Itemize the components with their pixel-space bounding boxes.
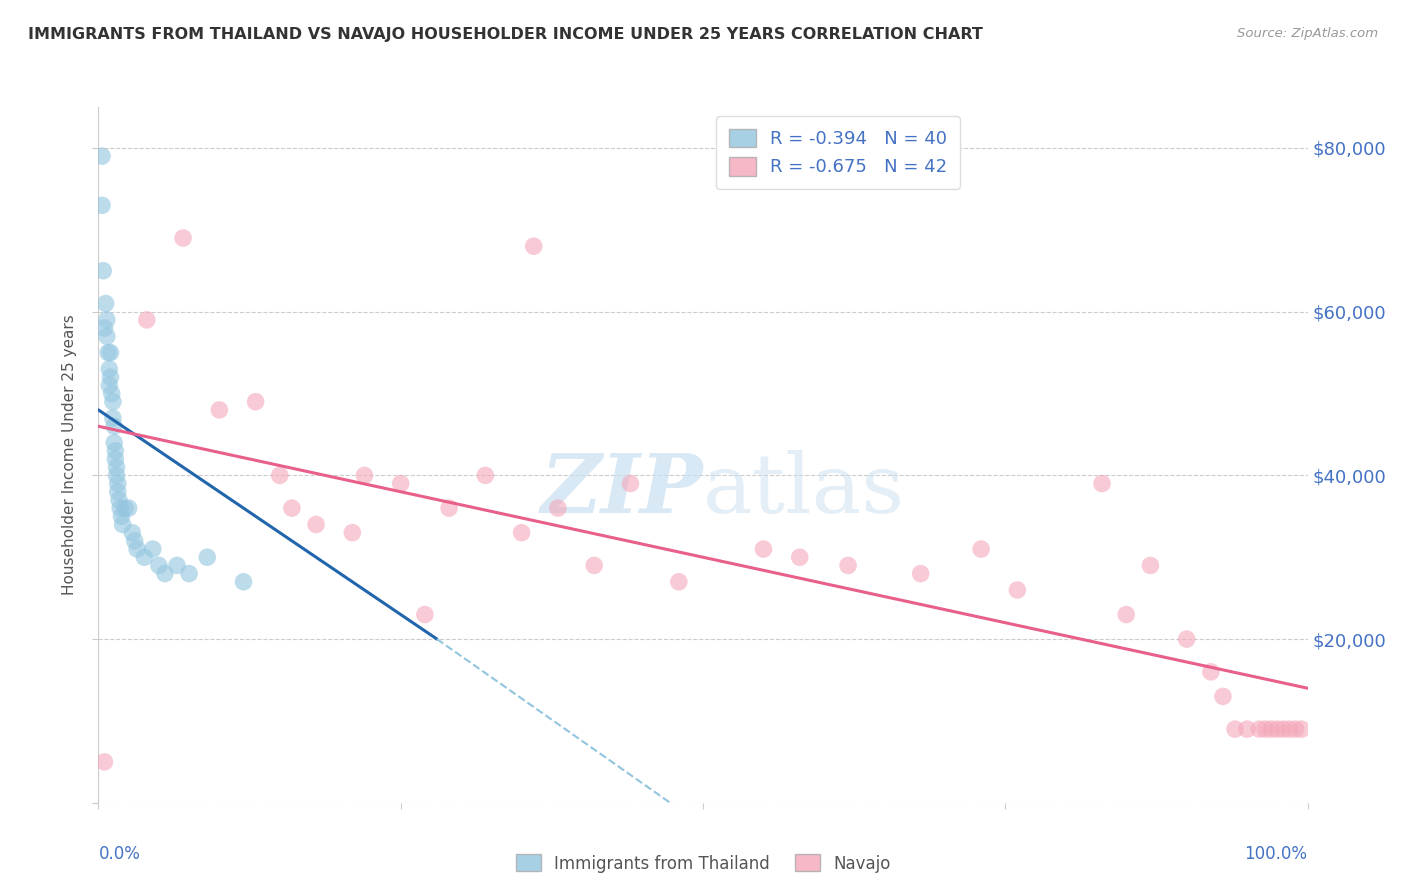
Point bbox=[153, 566, 176, 581]
Point bbox=[1291, 722, 1313, 736]
Point bbox=[1249, 722, 1271, 736]
Point bbox=[101, 394, 124, 409]
Point bbox=[232, 574, 254, 589]
Point bbox=[389, 476, 412, 491]
Text: 100.0%: 100.0% bbox=[1244, 845, 1308, 863]
Point bbox=[1254, 722, 1277, 736]
Point bbox=[583, 558, 606, 573]
Point bbox=[105, 460, 128, 475]
Point bbox=[1212, 690, 1234, 704]
Y-axis label: Householder Income Under 25 years: Householder Income Under 25 years bbox=[62, 315, 77, 595]
Point bbox=[305, 517, 328, 532]
Point bbox=[1091, 476, 1114, 491]
Point bbox=[142, 542, 165, 557]
Point bbox=[104, 452, 127, 467]
Point bbox=[91, 198, 114, 212]
Point bbox=[134, 550, 156, 565]
Point bbox=[523, 239, 546, 253]
Point bbox=[96, 329, 118, 343]
Text: Source: ZipAtlas.com: Source: ZipAtlas.com bbox=[1237, 27, 1378, 40]
Point bbox=[1260, 722, 1282, 736]
Point bbox=[166, 558, 188, 573]
Text: atlas: atlas bbox=[703, 450, 905, 530]
Point bbox=[110, 509, 132, 524]
Legend: R = -0.394   N = 40, R = -0.675   N = 42: R = -0.394 N = 40, R = -0.675 N = 42 bbox=[716, 116, 960, 189]
Text: 0.0%: 0.0% bbox=[98, 845, 141, 863]
Point bbox=[910, 566, 932, 581]
Legend: Immigrants from Thailand, Navajo: Immigrants from Thailand, Navajo bbox=[509, 847, 897, 880]
Point bbox=[93, 755, 115, 769]
Point bbox=[1272, 722, 1295, 736]
Point bbox=[96, 313, 118, 327]
Point bbox=[135, 313, 157, 327]
Point bbox=[118, 501, 141, 516]
Point bbox=[1139, 558, 1161, 573]
Point bbox=[789, 550, 811, 565]
Point bbox=[111, 517, 134, 532]
Point bbox=[474, 468, 496, 483]
Point bbox=[107, 484, 129, 499]
Point bbox=[121, 525, 143, 540]
Text: ZIP: ZIP bbox=[540, 450, 703, 530]
Point bbox=[172, 231, 194, 245]
Point bbox=[353, 468, 375, 483]
Point bbox=[970, 542, 993, 557]
Point bbox=[114, 501, 136, 516]
Point bbox=[208, 403, 231, 417]
Point bbox=[413, 607, 436, 622]
Point bbox=[124, 533, 146, 548]
Point bbox=[1267, 722, 1289, 736]
Point bbox=[97, 345, 120, 359]
Point bbox=[103, 419, 125, 434]
Point bbox=[94, 296, 117, 310]
Point bbox=[342, 525, 364, 540]
Point bbox=[108, 492, 131, 507]
Point bbox=[108, 501, 131, 516]
Point bbox=[437, 501, 460, 516]
Point bbox=[100, 370, 122, 384]
Point bbox=[281, 501, 304, 516]
Point bbox=[127, 542, 149, 557]
Point bbox=[105, 468, 128, 483]
Point bbox=[98, 378, 121, 392]
Point bbox=[547, 501, 569, 516]
Point bbox=[1284, 722, 1306, 736]
Point bbox=[91, 149, 114, 163]
Point bbox=[91, 264, 114, 278]
Point bbox=[98, 362, 121, 376]
Point bbox=[1115, 607, 1137, 622]
Point bbox=[179, 566, 201, 581]
Point bbox=[1199, 665, 1222, 679]
Point bbox=[100, 386, 122, 401]
Point bbox=[1278, 722, 1301, 736]
Point bbox=[1223, 722, 1246, 736]
Point bbox=[1175, 632, 1198, 646]
Point bbox=[1007, 582, 1029, 597]
Point bbox=[837, 558, 859, 573]
Point bbox=[752, 542, 775, 557]
Point bbox=[245, 394, 267, 409]
Point bbox=[510, 525, 533, 540]
Point bbox=[107, 476, 129, 491]
Point bbox=[195, 550, 218, 565]
Point bbox=[101, 411, 124, 425]
Point bbox=[269, 468, 291, 483]
Text: IMMIGRANTS FROM THAILAND VS NAVAJO HOUSEHOLDER INCOME UNDER 25 YEARS CORRELATION: IMMIGRANTS FROM THAILAND VS NAVAJO HOUSE… bbox=[28, 27, 983, 42]
Point bbox=[93, 321, 115, 335]
Point bbox=[1236, 722, 1258, 736]
Point bbox=[103, 435, 125, 450]
Point bbox=[100, 345, 122, 359]
Point bbox=[619, 476, 641, 491]
Point bbox=[104, 443, 127, 458]
Point bbox=[668, 574, 690, 589]
Point bbox=[148, 558, 170, 573]
